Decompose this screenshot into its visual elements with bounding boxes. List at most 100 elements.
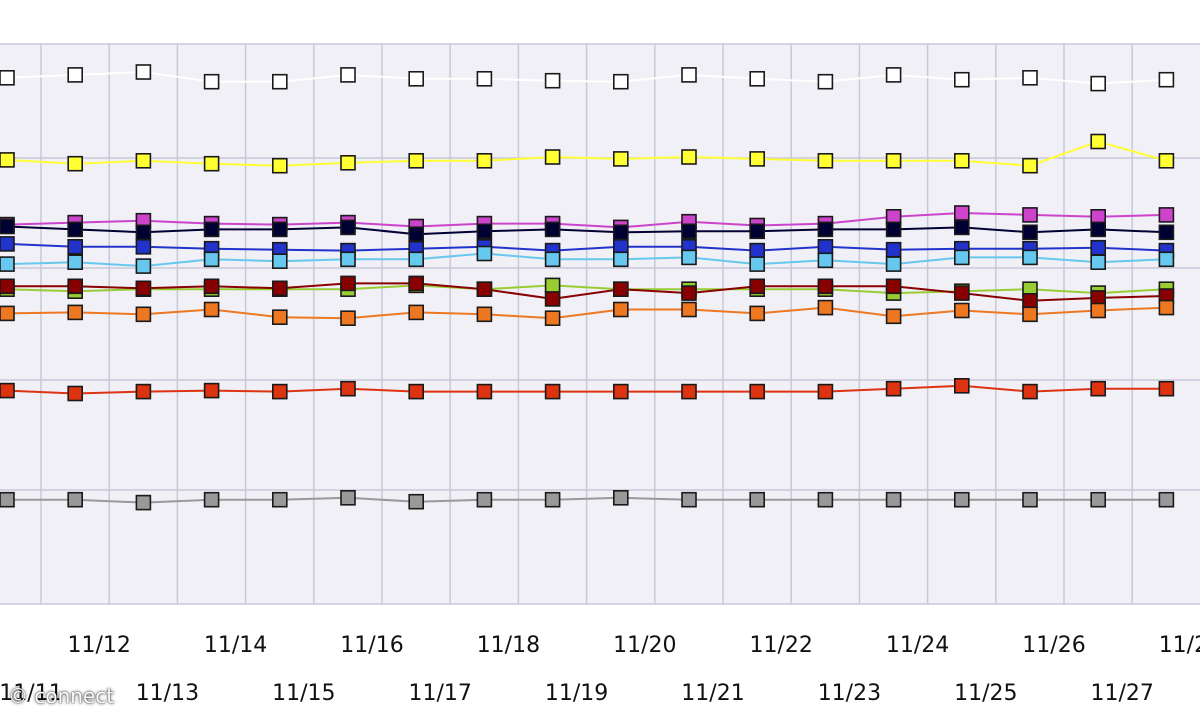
data-point [817,239,834,255]
data-point [135,258,152,274]
data-point [885,221,902,238]
data-point [544,251,561,268]
data-point [953,153,970,169]
watermark-text: © connect [8,684,115,708]
data-point [271,491,288,508]
data-point [0,491,15,508]
data-point [135,306,152,323]
x-tick-label: 11/20 [613,633,676,658]
data-point [203,251,220,268]
data-point [612,224,629,241]
data-point [135,153,152,169]
series-line [6,211,1167,229]
series-line [7,282,1167,302]
data-point [203,491,220,508]
series-line [6,70,1167,85]
x-tick-label: 11/18 [477,633,540,658]
x-tick-label: 11/28 [1159,633,1200,658]
data-point [953,205,970,221]
data-point [612,151,629,167]
data-point [271,253,288,269]
data-point [1022,306,1038,323]
series-6 [0,245,1175,274]
data-point [135,494,152,511]
data-point [67,385,83,402]
series-1 [0,64,1175,92]
data-point [681,285,697,301]
data-point [1090,133,1106,150]
x-tick-label: 11/11 [0,681,63,706]
x-tick-label: 11/13 [136,681,199,706]
series-line [6,140,1167,167]
data-point [544,491,561,508]
series-10 [0,377,1175,402]
series-9 [0,299,1175,327]
data-point [953,249,970,266]
data-point [817,299,834,316]
data-point [885,491,902,508]
data-point [1090,254,1106,270]
data-point [408,493,425,510]
x-tick-label: 11/12 [67,633,130,658]
data-point [885,308,902,325]
data-point [0,278,15,295]
data-point [67,239,83,255]
plot-area [0,44,1200,604]
data-point [340,310,356,327]
series-line [6,252,1167,268]
data-point [1022,491,1038,508]
data-point [885,241,902,258]
data-point [749,278,766,295]
data-point [612,281,629,298]
data-point [0,218,15,235]
data-point [203,278,220,295]
data-point [749,383,766,400]
data-point [953,377,970,394]
series-group [0,64,1175,511]
x-tick-label: 11/25 [954,681,1017,706]
data-point [1158,380,1175,397]
data-point [1158,251,1175,268]
data-point [885,380,902,397]
data-point [476,491,493,508]
data-point [817,153,834,169]
series-line [7,496,1167,504]
data-point [612,301,629,318]
data-point [1158,153,1175,169]
series-line [6,242,1167,252]
data-point [476,245,493,262]
data-point [203,155,220,172]
data-point [681,149,697,165]
data-point [1158,207,1175,223]
data-point [953,302,970,319]
data-point [67,67,83,83]
data-point [681,301,697,318]
data-point [0,256,15,272]
x-tick-label: 11/19 [545,681,608,706]
data-point [340,67,356,83]
series-line [6,284,1167,295]
x-tick-label: 11/22 [749,633,812,658]
data-point [271,221,288,238]
data-point [340,275,356,292]
data-point [612,73,629,90]
series-5 [0,236,1175,259]
data-point [408,153,425,169]
data-point [408,251,425,268]
x-tick-label: 11/24 [886,633,949,658]
data-point [953,219,970,236]
data-point [749,305,766,322]
data-point [408,304,425,321]
data-point [135,383,152,400]
data-point [340,155,356,171]
data-point [0,382,15,399]
data-point [544,221,561,238]
data-point [817,278,834,295]
series-line [6,225,1167,236]
data-point [544,291,561,307]
data-point [1090,221,1106,238]
data-point [885,278,902,295]
data-point [612,383,629,400]
data-point [817,491,834,508]
